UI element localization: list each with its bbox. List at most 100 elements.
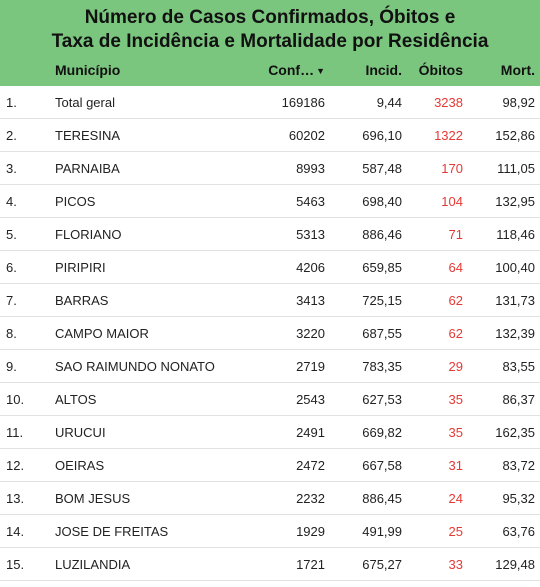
table-row[interactable]: 13. BOM JESUS 2232 886,45 24 95,32 bbox=[0, 482, 540, 515]
row-mortalidade: 129,48 bbox=[495, 556, 535, 572]
row-confirmados: 3413 bbox=[296, 292, 325, 308]
row-incidencia: 783,35 bbox=[362, 358, 402, 374]
row-obitos: 170 bbox=[441, 160, 463, 176]
row-confirmados: 5463 bbox=[296, 193, 325, 209]
row-mortalidade: 86,37 bbox=[502, 391, 535, 407]
row-index: 6. bbox=[6, 259, 17, 275]
row-obitos: 62 bbox=[448, 292, 463, 308]
row-obitos: 71 bbox=[448, 226, 463, 242]
row-mortalidade: 132,95 bbox=[495, 193, 535, 209]
row-municipio: LUZILANDIA bbox=[55, 556, 131, 572]
column-header-incidencia[interactable]: Incid. bbox=[365, 62, 402, 78]
row-municipio: SAO RAIMUNDO NONATO bbox=[55, 358, 215, 374]
row-obitos: 31 bbox=[448, 457, 463, 473]
row-mortalidade: 63,76 bbox=[502, 523, 535, 539]
row-confirmados: 2719 bbox=[296, 358, 325, 374]
row-obitos: 25 bbox=[448, 523, 463, 539]
table-row[interactable]: 12. OEIRAS 2472 667,58 31 83,72 bbox=[0, 449, 540, 482]
row-municipio: Total geral bbox=[55, 94, 115, 110]
table-row[interactable]: 3. PARNAIBA 8993 587,48 170 111,05 bbox=[0, 152, 540, 185]
row-confirmados: 1929 bbox=[296, 523, 325, 539]
table-row[interactable]: 4. PICOS 5463 698,40 104 132,95 bbox=[0, 185, 540, 218]
row-mortalidade: 152,86 bbox=[495, 127, 535, 143]
row-index: 8. bbox=[6, 325, 17, 341]
row-confirmados: 8993 bbox=[296, 160, 325, 176]
table-title-line-2: Taxa de Incidência e Mortalidade por Res… bbox=[51, 31, 489, 52]
row-obitos: 35 bbox=[448, 424, 463, 440]
table-row[interactable]: 7. BARRAS 3413 725,15 62 131,73 bbox=[0, 284, 540, 317]
row-confirmados: 3220 bbox=[296, 325, 325, 341]
row-municipio: FLORIANO bbox=[55, 226, 122, 242]
row-obitos: 33 bbox=[448, 556, 463, 572]
table-row[interactable]: 15. LUZILANDIA 1721 675,27 33 129,48 bbox=[0, 548, 540, 581]
row-municipio: BOM JESUS bbox=[55, 490, 131, 506]
row-obitos: 24 bbox=[448, 490, 463, 506]
row-municipio: ALTOS bbox=[55, 391, 97, 407]
row-mortalidade: 83,55 bbox=[502, 358, 535, 374]
row-index: 15. bbox=[6, 556, 25, 572]
row-obitos: 3238 bbox=[434, 94, 463, 110]
table-title-line-1: Número de Casos Confirmados, Óbitos e bbox=[84, 7, 456, 28]
row-incidencia: 627,53 bbox=[362, 391, 402, 407]
row-incidencia: 698,40 bbox=[362, 193, 402, 209]
row-incidencia: 886,46 bbox=[362, 226, 402, 242]
row-index: 4. bbox=[6, 193, 17, 209]
row-municipio: OEIRAS bbox=[55, 457, 105, 473]
row-mortalidade: 132,39 bbox=[495, 325, 535, 341]
row-incidencia: 675,27 bbox=[362, 556, 402, 572]
row-index: 10. bbox=[6, 391, 25, 407]
table-row[interactable]: 2. TERESINA 60202 696,10 1322 152,86 bbox=[0, 119, 540, 152]
row-confirmados: 2232 bbox=[296, 490, 325, 506]
column-header-municipio[interactable]: Município bbox=[55, 62, 121, 78]
row-index: 12. bbox=[6, 457, 25, 473]
row-index: 3. bbox=[6, 160, 17, 176]
row-municipio: CAMPO MAIOR bbox=[55, 325, 149, 341]
row-municipio: URUCUI bbox=[55, 424, 106, 440]
row-municipio: PARNAIBA bbox=[55, 160, 120, 176]
table-body: 1. Total geral 169186 9,44 3238 98,92 2. TERESI… bbox=[0, 86, 540, 581]
column-header-obitos[interactable]: Óbitos bbox=[418, 62, 463, 78]
row-index: 13. bbox=[6, 490, 25, 506]
table-row[interactable]: 1. Total geral 169186 9,44 3238 98,92 bbox=[0, 86, 540, 119]
row-municipio: PIRIPIRI bbox=[55, 259, 106, 275]
row-index: 2. bbox=[6, 127, 17, 143]
row-incidencia: 687,55 bbox=[362, 325, 402, 341]
table-row[interactable]: 9. SAO RAIMUNDO NONATO 2719 783,35 29 83,55 bbox=[0, 350, 540, 383]
row-mortalidade: 131,73 bbox=[495, 292, 535, 308]
table-row[interactable]: 8. CAMPO MAIOR 3220 687,55 62 132,39 bbox=[0, 317, 540, 350]
row-confirmados: 169186 bbox=[281, 94, 325, 110]
table-row[interactable]: 10. ALTOS 2543 627,53 35 86,37 bbox=[0, 383, 540, 416]
row-mortalidade: 162,35 bbox=[495, 424, 535, 440]
row-mortalidade: 83,72 bbox=[502, 457, 535, 473]
row-mortalidade: 95,32 bbox=[502, 490, 535, 506]
row-incidencia: 491,99 bbox=[362, 523, 402, 539]
row-mortalidade: 98,92 bbox=[502, 94, 535, 110]
table-row[interactable]: 14. JOSE DE FREITAS 1929 491,99 25 63,76 bbox=[0, 515, 540, 548]
row-index: 1. bbox=[6, 94, 17, 110]
row-mortalidade: 100,40 bbox=[495, 259, 535, 275]
row-obitos: 64 bbox=[448, 259, 463, 275]
row-municipio: TERESINA bbox=[55, 127, 121, 143]
sort-descending-icon: ▼ bbox=[316, 66, 325, 76]
row-incidencia: 659,85 bbox=[362, 259, 402, 275]
row-confirmados: 60202 bbox=[288, 127, 325, 143]
row-obitos: 1322 bbox=[434, 127, 463, 143]
row-obitos: 29 bbox=[448, 358, 463, 374]
row-confirmados: 2543 bbox=[296, 391, 325, 407]
row-incidencia: 725,15 bbox=[362, 292, 402, 308]
row-incidencia: 696,10 bbox=[362, 127, 402, 143]
row-municipio: JOSE DE FREITAS bbox=[55, 523, 169, 539]
row-obitos: 62 bbox=[448, 325, 463, 341]
row-incidencia: 9,44 bbox=[376, 94, 402, 110]
column-headers: Município Conf… ▼ Incid. Óbitos Mort. bbox=[0, 54, 540, 86]
table-row[interactable]: 6. PIRIPIRI 4206 659,85 64 100,40 bbox=[0, 251, 540, 284]
row-incidencia: 669,82 bbox=[362, 424, 402, 440]
row-municipio: BARRAS bbox=[55, 292, 109, 308]
table-row[interactable]: 11. URUCUI 2491 669,82 35 162,35 bbox=[0, 416, 540, 449]
row-incidencia: 886,45 bbox=[362, 490, 402, 506]
table-row[interactable]: 5. FLORIANO 5313 886,46 71 118,46 bbox=[0, 218, 540, 251]
column-header-mortalidade[interactable]: Mort. bbox=[500, 62, 535, 78]
row-incidencia: 667,58 bbox=[362, 457, 402, 473]
column-header-confirmados[interactable]: Conf… ▼ bbox=[253, 62, 325, 78]
